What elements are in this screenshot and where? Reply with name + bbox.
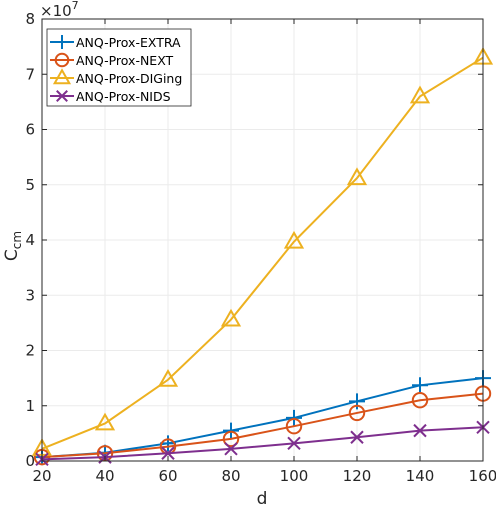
data-point bbox=[413, 423, 427, 438]
legend-item: ANQ-Prox-NIDS bbox=[50, 89, 171, 104]
data-point bbox=[224, 442, 238, 456]
series-anq-prox-nids bbox=[35, 420, 490, 467]
data-point bbox=[287, 436, 301, 451]
data-point bbox=[94, 412, 116, 431]
legend-marker bbox=[54, 52, 70, 68]
x-tick-label: 60 bbox=[158, 467, 177, 485]
data-point bbox=[157, 368, 179, 387]
x-tick-label: 120 bbox=[343, 467, 372, 485]
legend-item: ANQ-Prox-NEXT bbox=[50, 52, 174, 68]
data-point bbox=[285, 417, 303, 435]
y-axis-multiplier: ×107 bbox=[40, 0, 79, 20]
data-point bbox=[412, 377, 428, 394]
y-multiplier-exponent: 7 bbox=[72, 0, 79, 12]
series-line bbox=[41, 426, 484, 461]
y-tick-label: 2 bbox=[25, 342, 35, 360]
data-point bbox=[222, 430, 240, 448]
data-point bbox=[409, 85, 431, 104]
y-axis-label-subscript: cm bbox=[10, 231, 24, 249]
x-tick-label: 40 bbox=[95, 467, 114, 485]
x-tick-label: 100 bbox=[280, 467, 309, 485]
data-point bbox=[286, 409, 302, 426]
y-tick-label: 0 bbox=[25, 452, 35, 470]
x-tick-label: 20 bbox=[32, 467, 51, 485]
legend-label: ANQ-Prox-NIDS bbox=[76, 89, 171, 104]
y-tick-label: 8 bbox=[25, 10, 35, 28]
legend-item: ANQ-Prox-EXTRA bbox=[50, 35, 181, 50]
y-axis-label-main: C bbox=[2, 249, 22, 261]
y-tick-label: 7 bbox=[25, 65, 35, 83]
legend-marker bbox=[55, 35, 69, 49]
y-multiplier-base: ×10 bbox=[40, 2, 72, 20]
y-tick-label: 4 bbox=[25, 231, 35, 249]
series-layer bbox=[31, 46, 494, 467]
axis-ticks: 20 40 60 80 100 120 140 160 0 1 2 3 4 5 6 7 8 bbox=[25, 10, 496, 485]
y-tick-label: 3 bbox=[25, 286, 35, 304]
x-axis-label: d bbox=[257, 489, 268, 509]
x-tick-label: 140 bbox=[406, 467, 435, 485]
series-line bbox=[41, 56, 484, 450]
x-tick-label: 80 bbox=[221, 467, 240, 485]
y-axis-label: Ccm bbox=[2, 231, 24, 261]
data-point bbox=[220, 308, 242, 327]
data-point bbox=[349, 393, 365, 410]
data-point bbox=[346, 167, 368, 186]
legend-label: ANQ-Prox-EXTRA bbox=[76, 35, 181, 50]
data-point bbox=[348, 404, 366, 422]
legend-label: ANQ-Prox-DIGing bbox=[76, 71, 182, 86]
y-tick-label: 5 bbox=[25, 176, 35, 194]
data-point bbox=[283, 230, 305, 249]
x-tick-label: 160 bbox=[469, 467, 496, 485]
data-point bbox=[161, 446, 175, 460]
legend-label: ANQ-Prox-NEXT bbox=[76, 53, 174, 68]
data-point bbox=[223, 422, 239, 439]
series-anq-prox-next bbox=[33, 385, 492, 466]
data-point bbox=[350, 430, 364, 444]
legend-marker bbox=[52, 68, 72, 85]
y-tick-label: 6 bbox=[25, 121, 35, 139]
data-point bbox=[411, 392, 429, 409]
series-line bbox=[41, 392, 484, 459]
series-line bbox=[41, 377, 484, 459]
series-anq-prox-diging bbox=[31, 46, 494, 456]
legend: ANQ-Prox-EXTRA ANQ-Prox-NEXT ANQ-Prox-DIGi… bbox=[46, 28, 192, 107]
legend-marker bbox=[56, 90, 68, 102]
y-tick-label: 1 bbox=[25, 397, 35, 415]
legend-item: ANQ-Prox-DIGing bbox=[50, 68, 182, 86]
